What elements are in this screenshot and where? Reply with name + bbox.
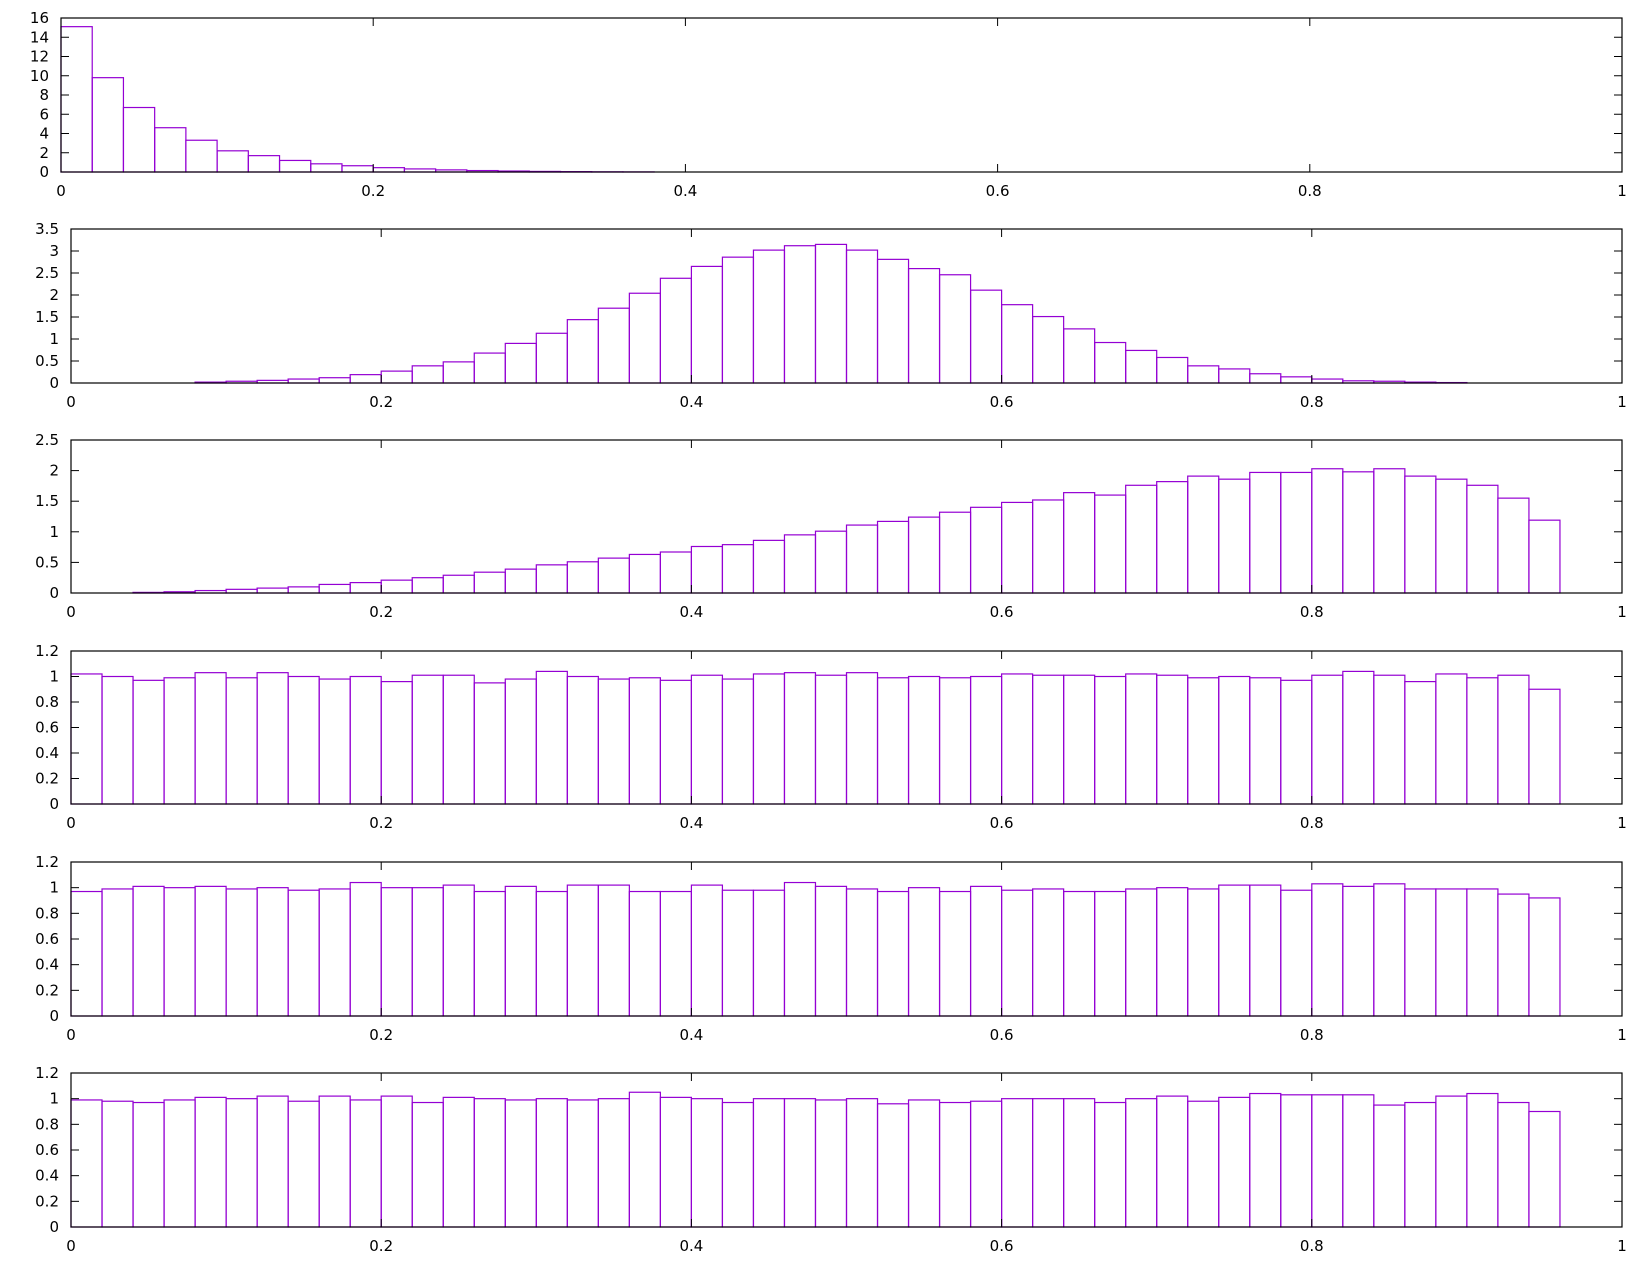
y-tick-label: 0.8 bbox=[35, 693, 59, 711]
x-tick-label: 0.8 bbox=[1300, 393, 1324, 411]
x-tick-label: 0.2 bbox=[369, 814, 393, 832]
y-tick-label: 0 bbox=[49, 1218, 59, 1236]
x-tick-label: 0.8 bbox=[1298, 182, 1322, 200]
y-tick-label: 1 bbox=[49, 330, 59, 348]
plot-frame bbox=[70, 439, 1623, 594]
y-tick-label: 8 bbox=[39, 86, 49, 104]
x-tick-label: 1 bbox=[1617, 393, 1627, 411]
x-tick-label: 0.6 bbox=[990, 393, 1014, 411]
x-tick-label: 0.2 bbox=[369, 603, 393, 621]
y-tick-label: 0 bbox=[39, 163, 49, 181]
plot-frame bbox=[70, 228, 1623, 384]
y-tick-label: 1.5 bbox=[35, 492, 59, 510]
x-tick-label: 0.2 bbox=[369, 1026, 393, 1044]
y-tick-label: 0.6 bbox=[35, 1141, 59, 1159]
y-tick-label: 14 bbox=[30, 28, 49, 46]
x-tick-label: 0.4 bbox=[679, 1237, 703, 1255]
y-tick-label: 16 bbox=[30, 9, 49, 27]
x-tick-label: 0 bbox=[66, 1237, 76, 1255]
y-tick-label: 0.6 bbox=[35, 719, 59, 737]
y-tick-label: 0 bbox=[49, 795, 59, 813]
x-tick-label: 0.2 bbox=[369, 393, 393, 411]
x-tick-label: 0.8 bbox=[1300, 1026, 1324, 1044]
y-tick-label: 6 bbox=[39, 105, 49, 123]
y-tick-label: 2.5 bbox=[35, 264, 59, 282]
y-tick-label: 1 bbox=[49, 879, 59, 897]
y-tick-label: 2 bbox=[39, 144, 49, 162]
y-tick-label: 0.5 bbox=[35, 352, 59, 370]
x-tick-label: 0 bbox=[66, 814, 76, 832]
x-tick-label: 0.8 bbox=[1300, 814, 1324, 832]
y-tick-label: 1.2 bbox=[35, 642, 59, 660]
x-tick-label: 1 bbox=[1617, 603, 1627, 621]
histogram-panel-4: 0 0.2 0.4 0.6 0.8 1 0 0.2 0.4 0.6 0.8 1 1.2 bbox=[35, 642, 1627, 832]
y-tick-label: 1.2 bbox=[35, 853, 59, 871]
histogram-panel-2: 0 0.2 0.4 0.6 0.8 1 0 0.5 1 1.5 2 2.5 3 3.5 bbox=[35, 220, 1627, 411]
y-tick-label: 0.4 bbox=[35, 1167, 59, 1185]
y-tick-label: 0 bbox=[49, 374, 59, 392]
y-tick-label: 1 bbox=[49, 668, 59, 686]
x-tick-label: 0.4 bbox=[679, 603, 703, 621]
x-tick-label: 1 bbox=[1617, 814, 1627, 832]
y-tick-label: 3 bbox=[49, 242, 59, 260]
y-tick-label: 0 bbox=[49, 1007, 59, 1025]
x-tick-label: 0.4 bbox=[673, 182, 697, 200]
y-tick-label: 1.5 bbox=[35, 308, 59, 326]
x-tick-label: 0.4 bbox=[679, 393, 703, 411]
x-tick-label: 1 bbox=[1617, 1237, 1627, 1255]
x-tick-label: 1 bbox=[1617, 182, 1627, 200]
x-tick-label: 0.2 bbox=[361, 182, 385, 200]
x-tick-label: 0.6 bbox=[986, 182, 1010, 200]
x-tick-label: 0 bbox=[66, 603, 76, 621]
histogram-panel-5: 0 0.2 0.4 0.6 0.8 1 0 0.2 0.4 0.6 0.8 1 1.2 bbox=[35, 853, 1627, 1044]
x-tick-label: 1 bbox=[1617, 1026, 1627, 1044]
y-tick-label: 1.2 bbox=[35, 1064, 59, 1082]
y-tick-label: 1 bbox=[49, 523, 59, 541]
y-tick-label: 0.2 bbox=[35, 770, 59, 788]
x-tick-label: 0 bbox=[66, 1026, 76, 1044]
y-tick-label: 2 bbox=[49, 462, 59, 480]
y-tick-label: 0.4 bbox=[35, 744, 59, 762]
y-tick-label: 4 bbox=[39, 125, 49, 143]
y-tick-label: 10 bbox=[30, 67, 49, 85]
y-tick-label: 0.2 bbox=[35, 1192, 59, 1210]
y-tick-label: 0.8 bbox=[35, 904, 59, 922]
histogram-panel-6: 0 0.2 0.4 0.6 0.8 1 0 0.2 0.4 0.6 0.8 1 1.2 bbox=[35, 1064, 1627, 1255]
x-tick-label: 0 bbox=[56, 182, 66, 200]
y-tick-label: 0.2 bbox=[35, 981, 59, 999]
y-tick-label: 2.5 bbox=[35, 431, 59, 449]
x-tick-label: 0.2 bbox=[369, 1237, 393, 1255]
y-tick-label: 0.6 bbox=[35, 930, 59, 948]
x-tick-label: 0.8 bbox=[1300, 603, 1324, 621]
x-tick-label: 0.8 bbox=[1300, 1237, 1324, 1255]
x-tick-label: 0.6 bbox=[990, 814, 1014, 832]
y-tick-label: 12 bbox=[30, 48, 49, 66]
y-tick-label: 0 bbox=[49, 584, 59, 602]
y-tick-label: 0.8 bbox=[35, 1115, 59, 1133]
y-tick-label: 0.4 bbox=[35, 956, 59, 974]
y-tick-label: 2 bbox=[49, 286, 59, 304]
y-tick-label: 0.5 bbox=[35, 553, 59, 571]
x-tick-label: 0.6 bbox=[990, 1237, 1014, 1255]
x-tick-label: 0.4 bbox=[679, 814, 703, 832]
x-tick-label: 0.6 bbox=[990, 603, 1014, 621]
histogram-panel-3: 0 0.2 0.4 0.6 0.8 1 0 0.5 1 1.5 2 2.5 bbox=[35, 431, 1627, 621]
x-tick-label: 0.6 bbox=[990, 1026, 1014, 1044]
x-tick-label: 0 bbox=[66, 393, 76, 411]
y-tick-label: 1 bbox=[49, 1090, 59, 1108]
x-tick-label: 0.4 bbox=[679, 1026, 703, 1044]
y-tick-label: 3.5 bbox=[35, 220, 59, 238]
